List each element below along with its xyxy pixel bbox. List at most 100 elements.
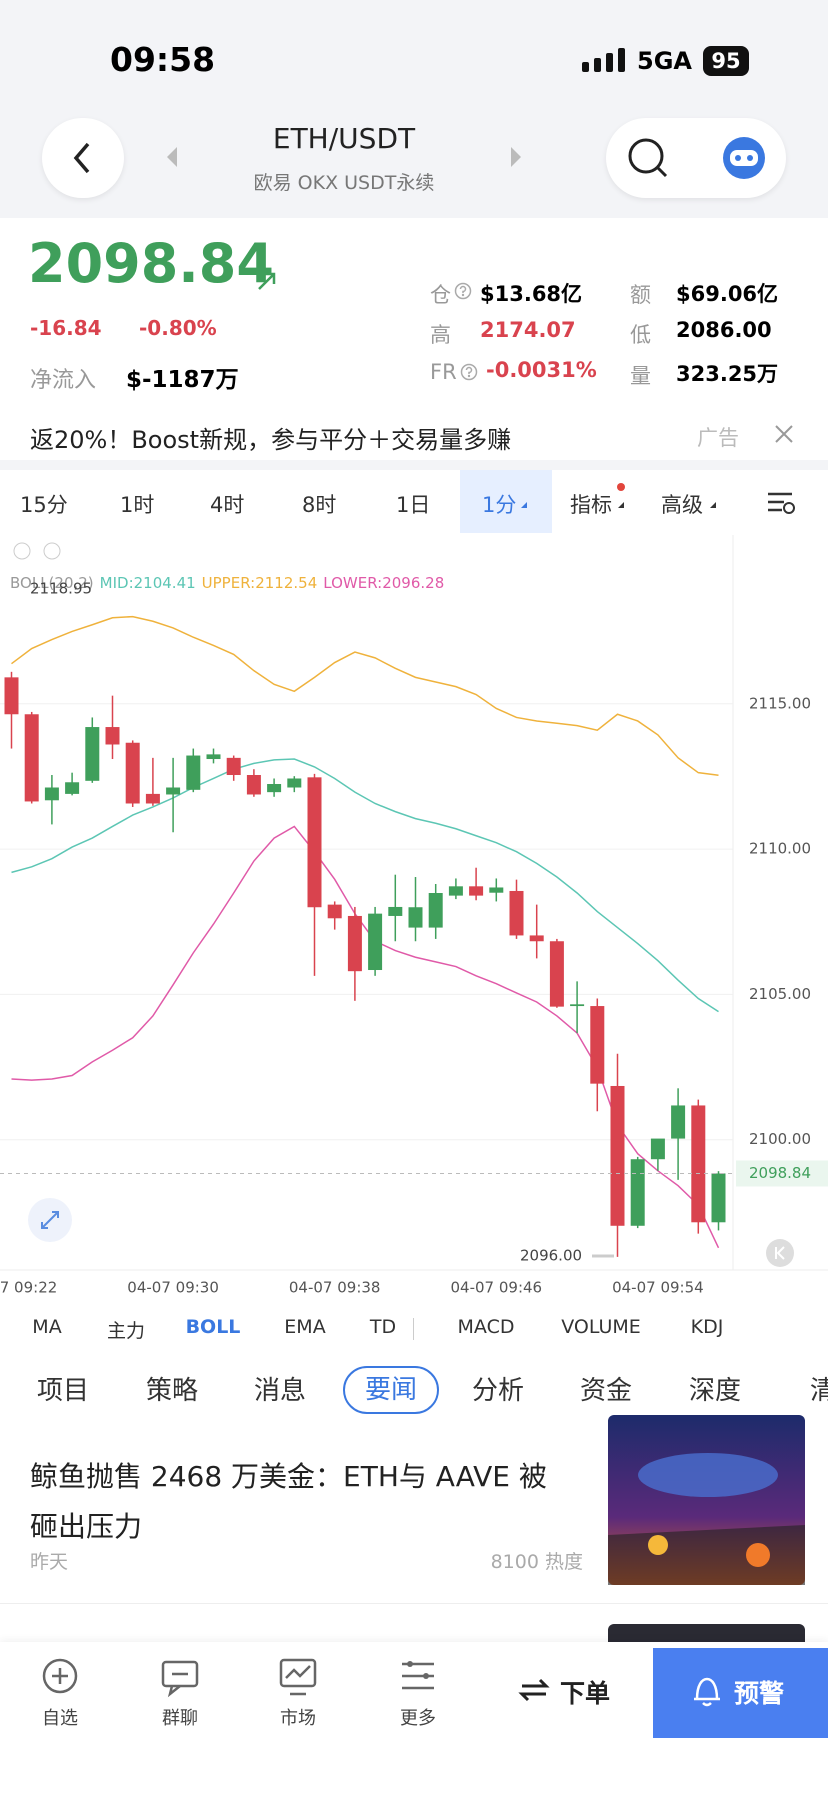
- news-tab[interactable]: 清算: [809, 1376, 828, 1406]
- exchange: 欧易 OKX USDT永续: [253, 172, 435, 194]
- ad-tag: 广告: [697, 426, 739, 450]
- candle-body: [267, 784, 282, 793]
- nav-item[interactable]: 群聊: [162, 1708, 198, 1729]
- alert-label: 预警: [734, 1679, 785, 1708]
- change-pct: -0.80%: [139, 316, 217, 340]
- candle-body: [307, 777, 322, 908]
- stat-label: 高: [430, 323, 451, 347]
- indicator-tab[interactable]: VOLUME: [561, 1316, 641, 1338]
- candle-body: [368, 913, 383, 971]
- timeframe-tab[interactable]: 1日: [396, 493, 431, 517]
- ad-text[interactable]: 返20%！Boost新规，参与平分＋交易量多赚: [30, 426, 512, 454]
- up-arrow: [258, 272, 276, 290]
- close-icon[interactable]: [774, 424, 794, 444]
- separator: [413, 1318, 414, 1340]
- pair: ETH/USDT: [272, 122, 416, 155]
- news-tab[interactable]: 策略: [145, 1376, 198, 1406]
- candle-body: [529, 935, 544, 942]
- inflow: $-1187万: [126, 367, 239, 393]
- candle-body: [691, 1105, 706, 1223]
- advanced-tab[interactable]: 高级: [661, 493, 703, 517]
- order-button[interactable]: 下单: [560, 1679, 611, 1708]
- candle-body: [186, 755, 201, 790]
- timeframe-tab[interactable]: 1时: [120, 493, 155, 517]
- indicator-tab[interactable]: BOLL: [185, 1316, 241, 1338]
- stat-label: 量: [630, 364, 651, 388]
- news-tab[interactable]: 要闻: [343, 1366, 439, 1414]
- range-low-label: 2096.00: [520, 1247, 582, 1265]
- x-tick-label: 04-07 09:46: [451, 1279, 543, 1297]
- news-title[interactable]: 鲸鱼抛售 2468 万美金：ETH与 AAVE 被: [30, 1460, 547, 1493]
- y-tick-label: 2110.00: [749, 840, 811, 858]
- divider: [0, 1603, 828, 1604]
- candle-body: [4, 677, 19, 715]
- indicator-header: BOLL(20,2) MID:2104.41 UPPER:2112.54 LOWER:…: [10, 574, 444, 592]
- news-time: 昨天: [30, 1551, 69, 1573]
- settings-icon[interactable]: [43, 542, 61, 560]
- indicator-tab[interactable]: EMA: [284, 1316, 326, 1338]
- tab-glyphs: [521, 483, 795, 514]
- indicator-tab[interactable]: MA: [32, 1316, 62, 1338]
- indicator-tab[interactable]: 指标: [570, 493, 612, 517]
- indicator-bar: MA 主力 BOLL EMA TD MACD VOLUME KDJ: [0, 1306, 828, 1352]
- help-icon[interactable]: [454, 282, 472, 300]
- timeframe-tab[interactable]: 8时: [302, 493, 337, 517]
- nav-icons: [42, 1658, 550, 1702]
- candle-body: [509, 890, 524, 936]
- settings-icon[interactable]: [13, 542, 31, 560]
- back-icon: [73, 142, 90, 174]
- candle-body: [166, 787, 181, 795]
- candle-body: [408, 907, 423, 928]
- candle-body: [145, 793, 160, 804]
- indicator-tab[interactable]: KDJ: [690, 1316, 724, 1338]
- candle-body: [105, 727, 120, 745]
- news-tab[interactable]: 消息: [253, 1376, 306, 1406]
- signal-icon: [582, 48, 625, 72]
- candle-body: [590, 1006, 605, 1084]
- back-button[interactable]: [42, 118, 124, 198]
- candle-body: [65, 782, 80, 794]
- inflow-label: 净流入: [30, 368, 97, 393]
- boll-line: [11, 758, 719, 1013]
- change: -16.84: [30, 316, 102, 340]
- x-tick-label: 04-07 09:22: [0, 1279, 57, 1297]
- news-title[interactable]: 砸出压力: [30, 1510, 143, 1543]
- x-tick-label: 04-07 09:54: [612, 1279, 704, 1297]
- next-arrow[interactable]: [510, 146, 522, 168]
- timeframe-tab[interactable]: 1分: [482, 493, 517, 517]
- status-time: 09:58: [110, 40, 216, 79]
- indicator-tab[interactable]: TD: [369, 1316, 397, 1338]
- news-tab[interactable]: 分析: [471, 1376, 524, 1406]
- candle-body: [448, 886, 463, 896]
- news-tab[interactable]: 深度: [688, 1376, 741, 1406]
- scroll-button[interactable]: [766, 1239, 794, 1267]
- nav-item[interactable]: 自选: [42, 1708, 78, 1729]
- nav-item[interactable]: 市场: [280, 1708, 316, 1729]
- stat-value: 2174.07: [480, 318, 576, 342]
- indicator-tab[interactable]: 主力: [106, 1320, 145, 1342]
- candle-body: [650, 1138, 665, 1160]
- range-high-label: 2118.95: [30, 580, 92, 598]
- x-tick-label: 04-07 09:38: [289, 1279, 381, 1297]
- stat-label: 仓: [430, 283, 451, 307]
- alert-button[interactable]: [653, 1648, 828, 1738]
- last-price-label: 2098.84: [749, 1164, 811, 1182]
- candle-body: [489, 887, 504, 893]
- stat-value: 323.25万: [676, 362, 779, 386]
- chart: BOLL(20,2) MID:2104.41 UPPER:2112.54 LOWER:…: [0, 535, 828, 1297]
- timeframe-tab[interactable]: 15分: [20, 493, 68, 517]
- expand-icon: [41, 1211, 59, 1229]
- timeframe-tab[interactable]: 4时: [210, 493, 245, 517]
- candle-body: [388, 906, 403, 916]
- nav-item[interactable]: 更多: [400, 1708, 436, 1729]
- action-pill: [606, 118, 786, 198]
- price: 2098.84: [28, 232, 274, 295]
- y-tick-label: 2105.00: [749, 985, 811, 1003]
- help-icon[interactable]: [460, 363, 478, 381]
- news-tab[interactable]: 项目: [36, 1376, 89, 1406]
- candle-body: [610, 1085, 625, 1226]
- news-tab[interactable]: 资金: [579, 1376, 632, 1406]
- indicator-tab[interactable]: MACD: [457, 1316, 515, 1338]
- prev-arrow[interactable]: [166, 146, 178, 168]
